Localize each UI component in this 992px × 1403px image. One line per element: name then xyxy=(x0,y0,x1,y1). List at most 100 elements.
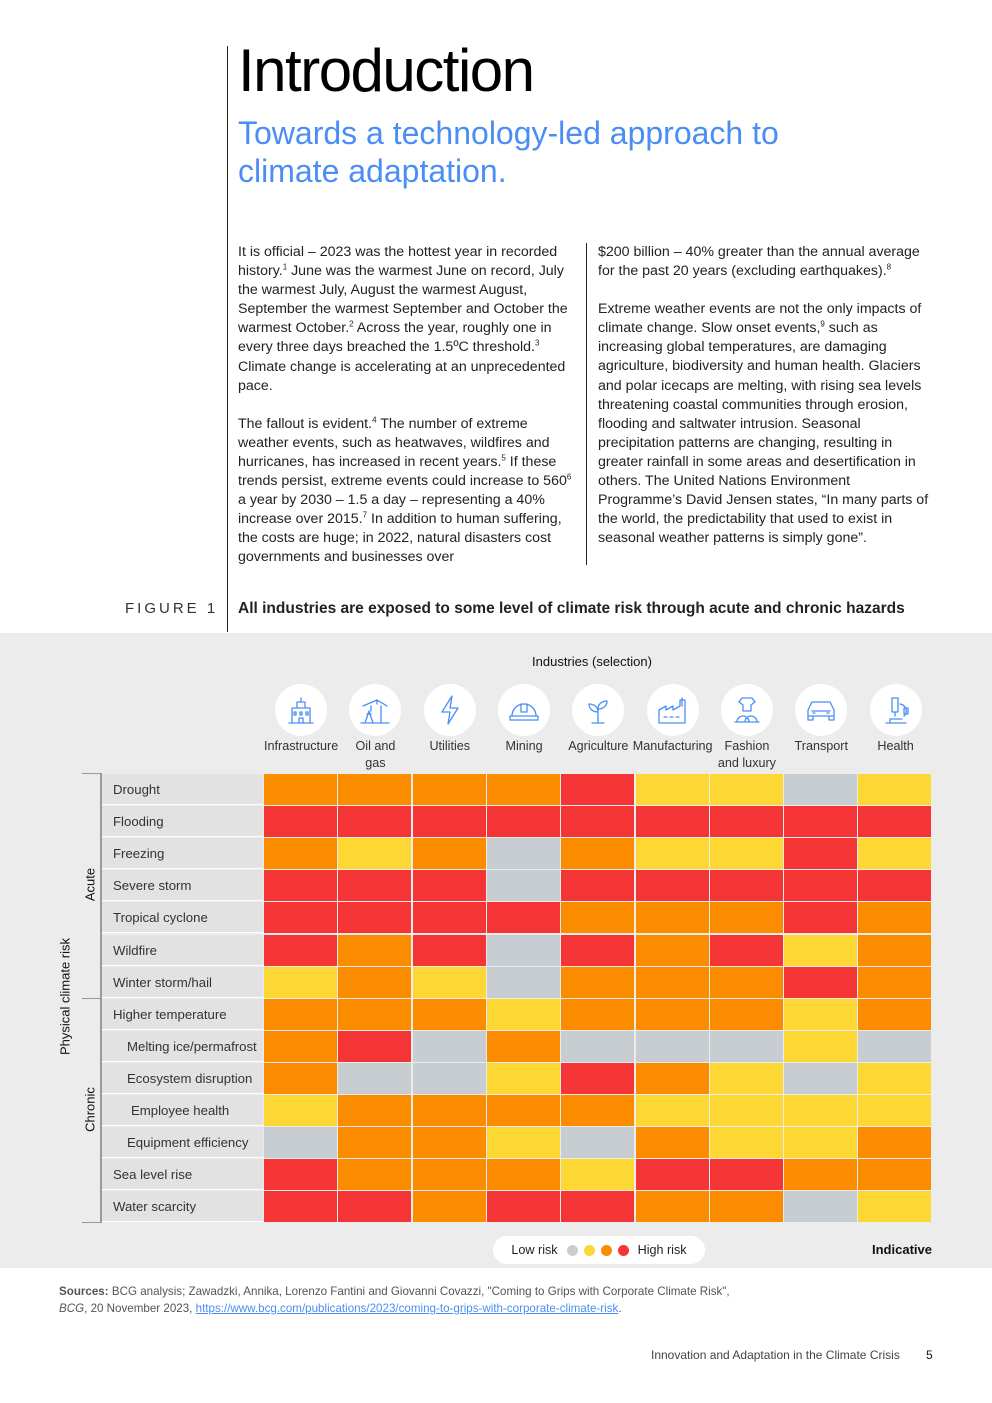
heatmap-cell xyxy=(412,806,486,838)
footnote-ref: 1 xyxy=(282,262,288,272)
heatmap-cell xyxy=(412,774,486,805)
legend: Low risk High risk xyxy=(493,1236,705,1264)
factory-icon xyxy=(646,684,699,736)
heatmap-cell xyxy=(635,1159,709,1191)
heatmap-cell xyxy=(338,902,412,934)
industry-mining: Mining xyxy=(484,684,564,755)
heatmap-cell xyxy=(412,1127,486,1159)
heatmap-cell xyxy=(486,870,560,902)
legend-dot-low xyxy=(566,1244,578,1256)
heatmap-cell xyxy=(784,806,858,838)
footnote-ref: 5 xyxy=(501,453,506,463)
heatmap-cell xyxy=(561,1191,635,1223)
paragraph: Extreme weather events are not the only … xyxy=(598,301,929,547)
heatmap-cell xyxy=(858,934,932,966)
row-label-ecosystem-disruption: Ecosystem disruption xyxy=(102,1062,263,1094)
industry-label: Manufacturing xyxy=(632,739,713,753)
legend-high-label: High risk xyxy=(637,1243,687,1257)
heatmap-cell xyxy=(486,774,560,805)
heatmap-cell xyxy=(486,1030,560,1062)
heatmap-cell xyxy=(486,1062,560,1094)
paragraph: It is official – 2023 was the hottest ye… xyxy=(238,244,568,394)
heatmap-cell xyxy=(264,806,337,838)
footnote-ref: 9 xyxy=(820,319,825,329)
heatmap-cell xyxy=(635,1030,709,1062)
heatmap-cell xyxy=(709,902,783,934)
heatmap-cell xyxy=(709,1159,783,1191)
page-number: 5 xyxy=(926,1348,933,1362)
heatmap-cell xyxy=(264,902,337,934)
heatmap-cell xyxy=(264,1159,337,1191)
heatmap-cell xyxy=(635,806,709,838)
heatmap-cell xyxy=(486,838,560,870)
industry-label: Infrastructure xyxy=(264,739,339,753)
row-label-sea-level-rise: Sea level rise xyxy=(102,1159,263,1191)
acute-bracket xyxy=(100,773,102,998)
heatmap-cell xyxy=(709,838,783,870)
heatmap-cell xyxy=(709,806,783,838)
heatmap-cell xyxy=(561,774,635,805)
heatmap-cell xyxy=(635,934,709,966)
footnote-ref: 4 xyxy=(372,415,377,425)
heatmap-cell xyxy=(858,1062,932,1094)
legend-dot-medium-high xyxy=(600,1244,612,1256)
axis-bracket-top xyxy=(82,773,102,774)
column-divider xyxy=(586,243,587,565)
industry-utilities: Utilities xyxy=(410,684,490,755)
heatmap-cell xyxy=(561,1062,635,1094)
heatmap-cell xyxy=(784,998,858,1030)
oil-pump-icon xyxy=(349,684,402,736)
lightning-icon xyxy=(423,684,476,736)
heatmap-cell xyxy=(858,1127,932,1159)
heatmap-cell xyxy=(858,870,932,902)
paragraph: $200 billion – 40% greater than the annu… xyxy=(598,244,920,280)
heatmap-cell xyxy=(264,1062,337,1094)
heatmap-cell xyxy=(635,966,709,998)
microscope-icon xyxy=(869,684,922,736)
industry-label: Health xyxy=(877,739,914,753)
axis-bracket-mid xyxy=(82,998,102,999)
heatmap-cell xyxy=(486,998,560,1030)
heatmap-cell xyxy=(635,998,709,1030)
heatmap-cell xyxy=(561,1127,635,1159)
heatmap-cell xyxy=(338,1191,412,1223)
footnote-ref: 8 xyxy=(886,262,892,272)
heatmap-cell xyxy=(709,934,783,966)
figure-title: All industries are exposed to some level… xyxy=(238,600,905,617)
industry-fashion-and-luxury: Fashion and luxury xyxy=(707,684,787,772)
row-label-water-scarcity: Water scarcity xyxy=(102,1191,263,1223)
heatmap-cell xyxy=(709,966,783,998)
heatmap-cell xyxy=(858,838,932,870)
car-icon xyxy=(795,684,848,736)
heatmap-cell xyxy=(338,806,412,838)
heatmap-cell xyxy=(486,902,560,934)
footnote-ref: 6 xyxy=(566,472,572,482)
heatmap-cell xyxy=(635,838,709,870)
heatmap-cell xyxy=(858,998,932,1030)
heatmap-cell xyxy=(412,1095,486,1126)
heatmap-cell xyxy=(784,870,858,902)
heatmap-cell xyxy=(858,1095,932,1126)
heatmap-cell xyxy=(858,902,932,934)
heatmap-cell xyxy=(338,934,412,966)
heatmap-cell xyxy=(561,1030,635,1062)
industry-label: Agriculture xyxy=(568,739,629,753)
industry-label: Mining xyxy=(505,739,543,753)
heatmap-cell xyxy=(486,1191,560,1223)
heatmap-cell xyxy=(561,902,635,934)
row-label-freezing: Freezing xyxy=(102,838,263,870)
heatmap-cell xyxy=(264,998,337,1030)
heatmap-cell xyxy=(858,1191,932,1223)
heatmap-cell xyxy=(412,1030,486,1062)
sources-label: Sources: xyxy=(59,1285,109,1298)
vertical-rule xyxy=(227,46,228,606)
row-label-severe-storm: Severe storm xyxy=(102,870,263,902)
industry-label: Utilities xyxy=(429,739,471,753)
heatmap-cell xyxy=(412,870,486,902)
heatmap-cell xyxy=(635,774,709,805)
heatmap-cell xyxy=(784,966,858,998)
paragraph: The fallout is evident.4 The number of e… xyxy=(238,415,572,566)
sources-link[interactable]: https://www.bcg.com/publications/2023/co… xyxy=(195,1302,619,1315)
heatmap-cell xyxy=(412,838,486,870)
heatmap-cell xyxy=(561,998,635,1030)
